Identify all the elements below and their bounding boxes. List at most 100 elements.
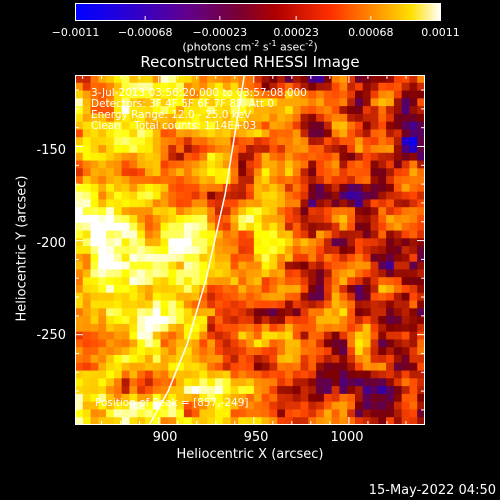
- heatmap-cell: [207, 238, 216, 247]
- heatmap-cell: [393, 168, 403, 177]
- heatmap-cell: [152, 339, 162, 348]
- heatmap-cell: [401, 160, 411, 169]
- heatmap-cell: [113, 82, 123, 92]
- heatmap-cell: [90, 355, 99, 364]
- heatmap-cell: [106, 347, 115, 356]
- heatmap-cell: [261, 90, 271, 99]
- heatmap-cell: [106, 401, 115, 411]
- heatmap-cell: [113, 215, 123, 224]
- heatmap-cell: [355, 370, 364, 379]
- heatmap-cell: [331, 207, 341, 216]
- heatmap-cell: [378, 113, 387, 123]
- heatmap-cell: [316, 277, 325, 286]
- heatmap-cell: [160, 238, 169, 247]
- heatmap-cell: [277, 393, 286, 403]
- heatmap-cell: [90, 106, 99, 115]
- heatmap-cell: [137, 370, 146, 379]
- heatmap-cell: [409, 230, 418, 239]
- heatmap-cell: [106, 386, 115, 395]
- heatmap-cell: [183, 137, 193, 146]
- heatmap-cell: [191, 106, 201, 115]
- heatmap-cell: [300, 277, 309, 286]
- heatmap-cell: [401, 121, 411, 131]
- heatmap-cell: [292, 98, 302, 107]
- heatmap-cell: [129, 300, 138, 309]
- heatmap-cell: [145, 75, 154, 84]
- heatmap-cell: [215, 253, 224, 263]
- heatmap-cell: [331, 285, 341, 294]
- heatmap-cell: [253, 378, 263, 387]
- heatmap-cell: [378, 183, 387, 193]
- heatmap-cell: [386, 168, 395, 177]
- heatmap-cell: [323, 331, 333, 341]
- heatmap-cell: [129, 191, 138, 201]
- heatmap-cell: [82, 168, 92, 177]
- heatmap-cell: [393, 106, 403, 115]
- heatmap-cell: [168, 331, 177, 341]
- heatmap-cell: [362, 355, 372, 364]
- heatmap-cell: [152, 113, 162, 123]
- heatmap-cell: [191, 121, 201, 131]
- heatmap-cell: [393, 121, 403, 131]
- heatmap-cell: [347, 355, 356, 364]
- heatmap-cell: [98, 269, 107, 278]
- heatmap-cell: [106, 238, 115, 247]
- heatmap-cell: [230, 145, 239, 154]
- heatmap-cell: [393, 347, 403, 356]
- heatmap-cell: [417, 176, 425, 185]
- heatmap-cell: [386, 277, 395, 286]
- heatmap-cell: [106, 98, 115, 107]
- heatmap-cell: [308, 215, 317, 224]
- heatmap-cell: [121, 191, 131, 201]
- heatmap-cell: [355, 129, 364, 138]
- heatmap-cell: [269, 331, 278, 341]
- heatmap-cell: [145, 207, 154, 216]
- heatmap-cell: [308, 386, 317, 395]
- heatmap-cell: [370, 331, 379, 341]
- heatmap-cell: [222, 277, 232, 286]
- heatmap-cell: [137, 378, 146, 387]
- heatmap-cell: [160, 378, 169, 387]
- heatmap-cell: [246, 215, 255, 224]
- heatmap-cell: [191, 378, 201, 387]
- heatmap-cell: [269, 362, 278, 372]
- heatmap-cell: [316, 121, 325, 131]
- heatmap-cell: [323, 222, 333, 232]
- heatmap-cell: [285, 269, 294, 278]
- heatmap-cell: [222, 152, 232, 162]
- heatmap-cell: [207, 222, 216, 232]
- heatmap-cell: [261, 176, 271, 185]
- heatmap-cell: [129, 207, 138, 216]
- heatmap-cell: [222, 292, 232, 302]
- heatmap-cell: [277, 370, 286, 379]
- heatmap-cell: [145, 82, 154, 92]
- heatmap-cell: [261, 75, 271, 84]
- heatmap-cell: [238, 378, 247, 387]
- heatmap-cell: [246, 222, 255, 232]
- heatmap-cell: [230, 168, 239, 177]
- heatmap-cell: [378, 347, 387, 356]
- heatmap-cell: [401, 331, 411, 341]
- annotation-energy: Energy Range: 12.0 - 25.0 keV: [91, 109, 252, 121]
- heatmap-cell: [90, 113, 99, 123]
- heatmap-cell: [176, 331, 185, 341]
- heatmap-cell: [285, 370, 294, 379]
- heatmap-cell: [316, 253, 325, 263]
- heatmap-cell: [82, 386, 92, 395]
- heatmap-cell: [386, 129, 395, 138]
- heatmap-cell: [82, 246, 92, 255]
- heatmap-cell: [331, 199, 341, 208]
- heatmap-cell: [129, 308, 138, 317]
- heatmap-cell: [98, 207, 107, 216]
- heatmap-cell: [246, 378, 255, 387]
- heatmap-cell: [168, 277, 177, 286]
- heatmap-cell: [386, 339, 395, 348]
- heatmap-cell: [129, 269, 138, 278]
- heatmap-cell: [409, 355, 418, 364]
- heatmap-cell: [316, 98, 325, 107]
- heatmap-cell: [75, 246, 84, 255]
- heatmap-cell: [199, 207, 208, 216]
- heatmap-cell: [145, 417, 154, 425]
- heatmap-cell: [137, 191, 146, 201]
- heatmap-cell: [300, 323, 309, 333]
